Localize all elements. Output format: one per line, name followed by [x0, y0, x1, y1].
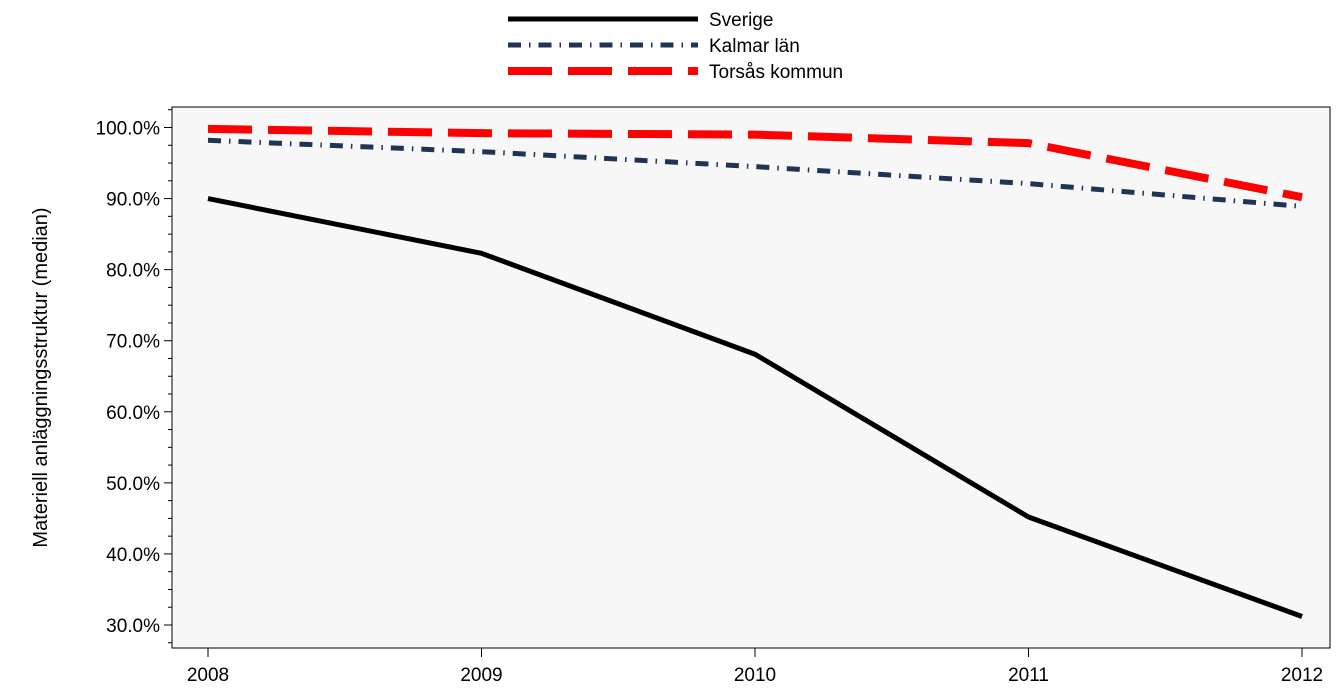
- y-tick-label: 50.0%: [106, 474, 160, 495]
- y-tick-label: 30.0%: [106, 616, 160, 637]
- y-tick-label: 80.0%: [106, 261, 160, 282]
- y-tick-label: 90.0%: [106, 190, 160, 211]
- y-axis: 30.0% 40.0% 50.0% 60.0% 70.0% 80.0% 90.0% 100.0…: [96, 110, 172, 643]
- legend: Sverige Kalmar län Torsås kommun: [508, 10, 843, 83]
- x-tick-label: 2011: [1008, 665, 1049, 686]
- x-tick-label: 2008: [187, 665, 229, 686]
- y-axis-label: Materiell anläggningsstruktur (median): [30, 207, 52, 547]
- legend-label: Kalmar län: [709, 36, 800, 57]
- x-tick-label: 2012: [1281, 665, 1323, 686]
- plot-area: [172, 107, 1330, 648]
- legend-label: Sverige: [709, 10, 773, 31]
- y-tick-label: 100.0%: [96, 119, 161, 140]
- y-tick-label: 40.0%: [106, 545, 160, 566]
- legend-item: Sverige: [508, 10, 773, 31]
- legend-item: Torsås kommun: [508, 62, 843, 83]
- legend-label: Torsås kommun: [709, 62, 843, 83]
- y-tick-label: 70.0%: [106, 332, 160, 353]
- legend-item: Kalmar län: [508, 36, 800, 57]
- x-tick-label: 2010: [734, 665, 776, 686]
- y-tick-label: 60.0%: [106, 403, 160, 424]
- x-axis: 2008 2009 2010 2011 2012: [187, 648, 1323, 686]
- x-tick-label: 2009: [460, 665, 502, 686]
